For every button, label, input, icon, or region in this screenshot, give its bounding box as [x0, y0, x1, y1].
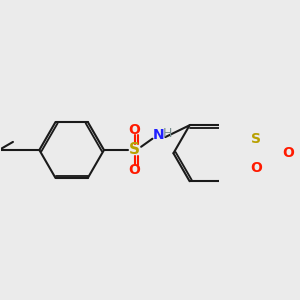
Text: H: H — [163, 127, 172, 140]
Text: S: S — [129, 142, 140, 158]
Text: O: O — [250, 161, 262, 175]
Text: N: N — [153, 128, 165, 142]
Text: O: O — [129, 123, 141, 137]
Text: O: O — [129, 163, 141, 177]
Text: O: O — [282, 146, 294, 160]
Text: S: S — [251, 132, 261, 146]
